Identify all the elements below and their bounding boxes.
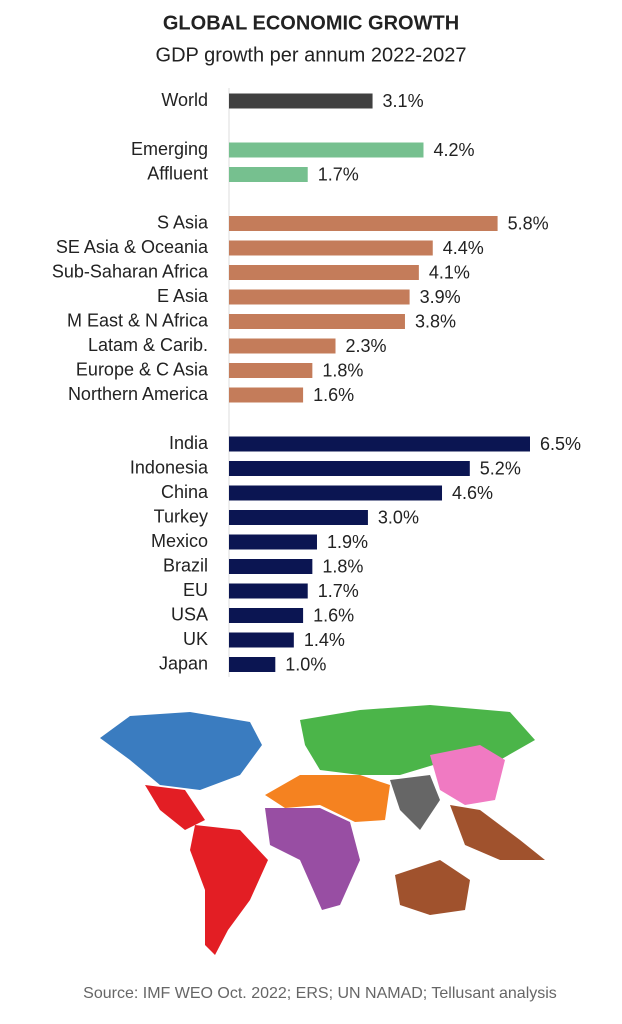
category-label: India [169,433,209,453]
value-label: 3.0% [378,507,419,527]
bar [229,289,410,305]
bar [229,510,368,525]
value-label: 1.6% [313,385,354,405]
world-map [100,705,545,955]
bar [229,142,424,158]
value-label: 1.4% [304,630,345,650]
value-label: 3.8% [415,311,456,331]
map-south-asia [390,775,440,830]
category-label: World [161,90,208,110]
bar [229,93,373,109]
bar [229,216,498,231]
map-africa [265,808,360,910]
chart-subtitle: GDP growth per annum 2022-2027 [156,44,467,66]
map-central-america [145,785,205,830]
category-label: Turkey [154,506,208,526]
bar [229,559,313,574]
category-label: Europe & C Asia [76,359,209,379]
value-label: 1.8% [322,556,363,576]
map-east-asia [430,745,505,805]
value-label: 1.6% [313,605,354,625]
value-label: 2.3% [346,336,387,356]
value-label: 5.8% [508,213,549,233]
value-label: 5.2% [480,458,521,478]
category-label: S Asia [157,212,209,232]
bar [229,265,419,280]
category-label: Northern America [68,384,209,404]
value-label: 4.1% [429,262,470,282]
bar [229,167,308,182]
value-label: 4.4% [443,238,484,258]
bar [229,363,313,378]
bar [229,338,336,354]
value-label: 1.7% [318,581,359,601]
category-label: EU [183,580,208,600]
bar [229,583,308,599]
category-label: M East & N Africa [67,310,209,330]
bar [229,314,405,329]
bar [229,461,470,476]
bar [229,240,433,256]
category-label: Brazil [163,555,208,575]
source-note: Source: IMF WEO Oct. 2022; ERS; UN NAMAD… [83,985,557,1002]
value-label: 1.8% [322,360,363,380]
value-label: 4.2% [433,140,474,160]
map-oceania [395,860,470,915]
bar [229,485,443,501]
category-label: Latam & Carib. [88,335,208,355]
category-label: Indonesia [130,457,209,477]
bar [229,387,304,403]
category-label: E Asia [157,286,209,306]
category-label: Emerging [131,139,208,159]
category-label: China [161,482,209,502]
map-mena [265,775,390,822]
chart-title: GLOBAL ECONOMIC GROWTH [163,12,459,34]
value-label: 4.6% [452,483,493,503]
bar [229,534,317,550]
bar [229,657,276,672]
category-label: SE Asia & Oceania [56,237,209,257]
category-label: UK [183,629,208,649]
value-label: 3.9% [420,287,461,307]
category-label: Affluent [147,163,208,183]
category-label: Sub-Saharan Africa [52,261,209,281]
category-label: Japan [159,653,208,673]
bar [229,632,294,648]
map-south-america [190,825,268,955]
bar [229,436,530,452]
value-label: 3.1% [383,91,424,111]
map-north-america [100,712,262,790]
value-label: 6.5% [540,434,581,454]
category-label: Mexico [151,531,208,551]
value-label: 1.7% [318,164,359,184]
bar [229,608,304,623]
value-label: 1.9% [327,532,368,552]
value-label: 1.0% [285,654,326,674]
map-se-asia [450,805,545,860]
category-label: USA [171,604,208,624]
